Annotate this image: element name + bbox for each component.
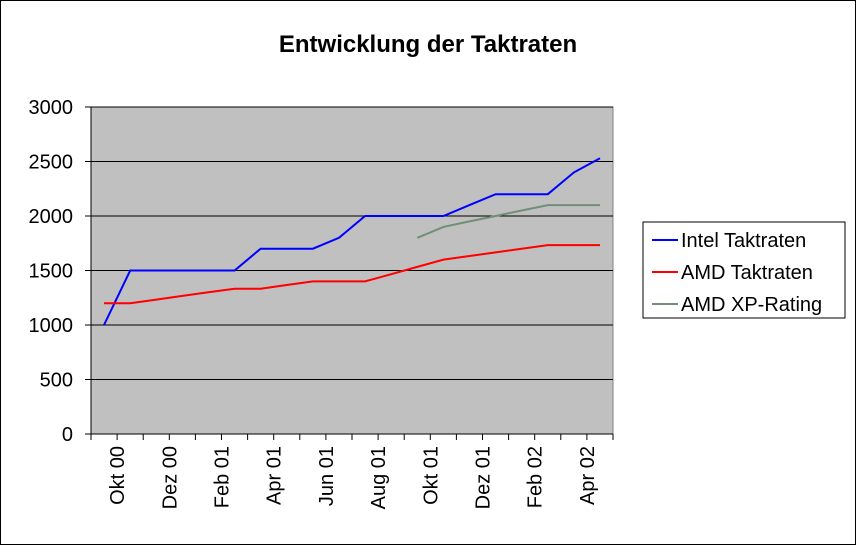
series-line-3: [416, 204, 600, 239]
y-tick-label: 3000: [29, 97, 74, 119]
x-tick-label: Okt 01: [420, 446, 442, 505]
y-tick-label: 2500: [29, 152, 74, 174]
y-tick-label: 2000: [29, 206, 74, 228]
x-tick-label: Aug 01: [368, 446, 390, 509]
x-tick-label: Jun 01: [316, 446, 338, 506]
y-tick-label: 500: [40, 370, 73, 392]
x-tick-label: Dez 00: [159, 446, 181, 509]
series-lines: [103, 157, 601, 326]
legend: Intel Taktraten AMD Taktraten AMD XP-Ratin…: [642, 221, 846, 319]
x-tick-label: Apr 01: [264, 446, 286, 505]
legend-label: AMD Taktraten: [681, 262, 813, 284]
x-tick-label: Feb 01: [212, 446, 234, 508]
axes: 0 500 1000 1500 2000 2500 3000 Okt 00 Dez 00 Feb …: [29, 97, 614, 509]
y-tick-label: 0: [62, 424, 73, 446]
y-tick-label: 1000: [29, 315, 74, 337]
series-line-2: [104, 244, 600, 305]
x-tick-label: Dez 01: [473, 446, 495, 509]
x-tick-label: Apr 02: [577, 446, 599, 505]
legend-box: [642, 221, 846, 319]
legend-label: AMD XP-Rating: [681, 294, 822, 316]
chart-title: Entwicklung der Taktraten: [279, 31, 577, 58]
series-line-1: [103, 157, 601, 326]
legend-label: Intel Taktraten: [681, 230, 806, 252]
grid-lines: [91, 106, 613, 380]
y-tick-label: 1500: [29, 261, 74, 283]
x-tick-label: Okt 00: [107, 446, 129, 505]
x-tick-label: Feb 02: [525, 446, 547, 508]
